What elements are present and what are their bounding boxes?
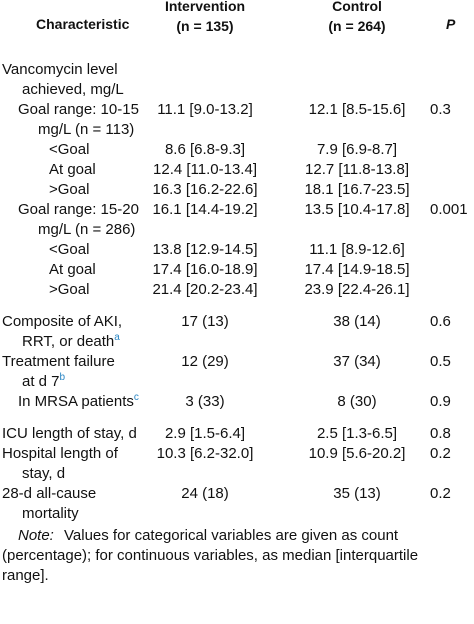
p-value: 0.5 <box>430 353 451 370</box>
row-label: ICU length of stay, d <box>2 425 137 442</box>
row-label: >Goal <box>49 181 90 198</box>
p-value: 0.2 <box>430 445 451 462</box>
control-value: 35 (13) <box>333 485 381 502</box>
row-label: mg/L (n = 286) <box>38 221 136 238</box>
row-label: Treatment failure <box>2 353 115 370</box>
note-text: Values for categorical variables are giv… <box>64 527 399 544</box>
p-value: 0.2 <box>430 485 451 502</box>
p-value: 0.6 <box>430 313 451 330</box>
control-value: 37 (34) <box>333 353 381 370</box>
intervention-value: 12 (29) <box>181 353 229 370</box>
intervention-value: 17 (13) <box>181 313 229 330</box>
note-lead: Note: <box>18 527 54 544</box>
row-label: <Goal <box>49 141 90 158</box>
row-label: At goal <box>49 161 96 178</box>
note-text: (percentage); for continuous variables, … <box>2 547 419 564</box>
row-label: >Goal <box>49 281 90 298</box>
control-value: 17.4 [14.9-18.5] <box>304 261 410 278</box>
intervention-value: 21.4 [20.2-23.4] <box>152 281 258 298</box>
intervention-value: 11.1 [9.0-13.2] <box>157 101 253 118</box>
p-value: 0.8 <box>430 425 451 442</box>
header-characteristic: Characteristic <box>36 16 130 32</box>
intervention-value: 17.4 [16.0-18.9] <box>152 261 258 278</box>
row-label: stay, d <box>22 465 66 482</box>
row-label: at d 7b <box>22 372 66 391</box>
row-label: Vancomycin level <box>2 61 118 78</box>
intervention-value: 16.1 [14.4-19.2] <box>152 201 258 218</box>
p-value: 0.3 <box>430 101 451 118</box>
intervention-value: 12.4 [11.0-13.4] <box>153 161 257 178</box>
row-label: mg/L (n = 113) <box>38 121 135 138</box>
intervention-value: 10.3 [6.2-32.0] <box>156 445 254 462</box>
control-value: 38 (14) <box>333 313 381 330</box>
control-value: 12.1 [8.5-15.6] <box>308 101 406 118</box>
header-intervention: (n = 135) <box>176 18 234 34</box>
control-value: 18.1 [16.7-23.5] <box>304 181 410 198</box>
header-intervention: Intervention <box>164 0 246 14</box>
row-label: Goal range: 10-15 <box>18 101 139 118</box>
control-value: 11.1 [8.9-12.6] <box>309 241 405 258</box>
control-value: 10.9 [5.6-20.2] <box>308 445 406 462</box>
control-value: 23.9 [22.4-26.1] <box>304 281 410 298</box>
row-label: Goal range: 15-20 <box>18 201 139 218</box>
row-label: Composite of AKI, <box>2 313 123 330</box>
control-value: 13.5 [10.4-17.8] <box>304 201 410 218</box>
intervention-value: 8.6 [6.8-9.3] <box>164 141 246 158</box>
header-control: Control <box>332 0 382 14</box>
row-label: mortality <box>22 505 79 522</box>
intervention-value: 2.9 [1.5-6.4] <box>164 425 246 442</box>
note-text: range]. <box>2 567 49 584</box>
row-label: RRT, or deatha <box>22 332 120 351</box>
control-value: 7.9 [6.9-8.7] <box>316 141 398 158</box>
control-value: 8 (30) <box>337 393 377 410</box>
intervention-value: 13.8 [12.9-14.5] <box>152 241 258 258</box>
row-label: In MRSA patientsc <box>18 392 139 411</box>
row-label: achieved, mg/L <box>22 81 124 98</box>
header-p: P <box>446 16 456 32</box>
footnote-mark: b <box>59 372 66 383</box>
row-label: <Goal <box>49 241 90 258</box>
intervention-value: 16.3 [16.2-22.6] <box>152 181 258 198</box>
intervention-value: 3 (33) <box>185 393 225 410</box>
p-value: 0.001 <box>430 201 468 218</box>
p-value: 0.9 <box>430 393 451 410</box>
intervention-value: 24 (18) <box>181 485 229 502</box>
control-value: 2.5 [1.3-6.5] <box>316 425 398 442</box>
control-value: 12.7 [11.8-13.8] <box>305 161 409 178</box>
footnote-mark: a <box>114 332 120 343</box>
row-label: At goal <box>49 261 96 278</box>
header-control: (n = 264) <box>328 18 386 34</box>
row-label: Hospital length of <box>2 445 118 462</box>
footnote-mark: c <box>133 392 139 403</box>
row-label: 28-d all-cause <box>2 485 97 502</box>
